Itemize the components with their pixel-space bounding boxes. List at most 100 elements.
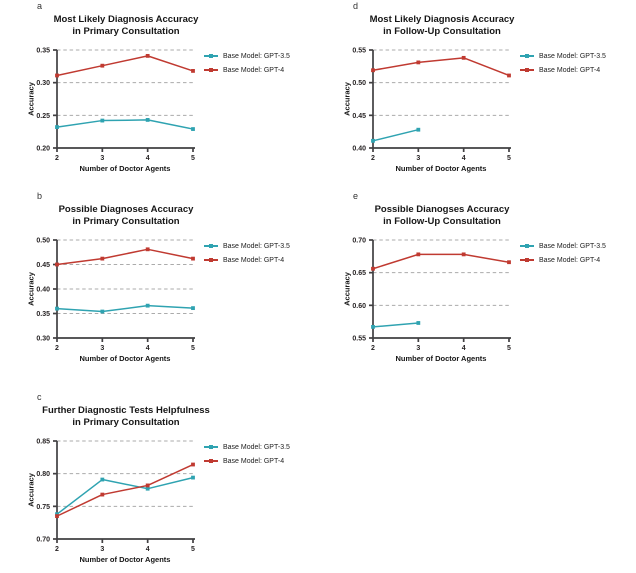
- legend-item-gpt4: Base Model: GPT-4: [204, 454, 290, 468]
- y-tick-label: 0.25: [36, 113, 50, 120]
- data-point-marker: [145, 486, 150, 491]
- x-tick-label: 2: [371, 155, 375, 162]
- legend-item-gpt35: Base Model: GPT-3.5: [520, 49, 606, 63]
- series-base-model-gpt-3.5: [371, 321, 421, 329]
- legend: Base Model: GPT-3.5 Base Model: GPT-4: [204, 239, 290, 267]
- y-tick-label: 0.45: [352, 113, 366, 120]
- x-axis-label: Number of Doctor Agents: [79, 354, 171, 363]
- legend-line-marker-icon: [204, 67, 218, 73]
- chart-title-line2: in Primary Consultation: [72, 417, 180, 428]
- series-base-model-gpt-4: [55, 247, 195, 267]
- data-point-marker: [416, 127, 421, 132]
- data-point-marker: [100, 118, 105, 123]
- legend-line-marker-icon: [204, 53, 218, 59]
- series-base-model-gpt-3.5: [55, 475, 195, 517]
- y-tick-label: 0.45: [36, 262, 50, 269]
- tick-labels: 0.55 0.60 0.65 0.70 2 3 4 5: [352, 238, 511, 353]
- gridlines: [373, 49, 511, 116]
- chart-title-line2: in Follow-Up Consultation: [383, 26, 501, 37]
- data-point-marker: [191, 69, 195, 73]
- x-tick-label: 2: [55, 546, 59, 553]
- x-tick-label: 3: [100, 546, 104, 553]
- series-base-model-gpt-3.5: [371, 127, 421, 143]
- chart-title: Possible Dianogses Accuracy in Follow-Up…: [344, 204, 540, 228]
- y-tick-label: 0.50: [352, 80, 366, 87]
- data-point-marker: [145, 53, 150, 58]
- panel-letter: e: [353, 191, 359, 201]
- data-point-marker: [100, 477, 105, 482]
- x-tick-label: 4: [146, 155, 150, 162]
- y-tick-label: 0.80: [36, 471, 50, 478]
- panel-e: e Possible Dianogses Accuracy in Follow-…: [316, 190, 632, 380]
- x-tick-label: 4: [146, 345, 150, 352]
- x-tick-label: 5: [191, 546, 195, 553]
- y-tick-label: 0.50: [36, 238, 50, 245]
- legend-label: Base Model: GPT-4: [539, 256, 601, 264]
- panel-c: c Further Diagnostic Tests Helpfulness i…: [0, 391, 316, 573]
- chart-canvas: 0.55 0.60 0.65 0.70 2 3 4 5: [352, 238, 511, 353]
- x-axis-label: Number of Doctor Agents: [79, 164, 171, 173]
- x-tick-label: 3: [416, 155, 420, 162]
- legend-label: Base Model: GPT-4: [223, 66, 285, 74]
- data-point-marker: [371, 68, 375, 73]
- legend-item-gpt4: Base Model: GPT-4: [204, 63, 290, 77]
- data-point-marker: [55, 514, 59, 519]
- legend-label: Base Model: GPT-3.5: [223, 52, 290, 60]
- axes: [53, 440, 195, 543]
- y-tick-label: 0.55: [352, 48, 366, 55]
- legend-label: Base Model: GPT-4: [223, 457, 285, 465]
- data-point-marker: [371, 266, 375, 271]
- y-tick-label: 0.65: [352, 270, 366, 277]
- x-tick-label: 3: [416, 345, 420, 352]
- chart-canvas: 0.70 0.75 0.80 0.85 2 3 4 5: [36, 439, 195, 554]
- x-axis-label: Number of Doctor Agents: [395, 354, 487, 363]
- x-tick-label: 5: [507, 155, 511, 162]
- series-base-model-gpt-4: [371, 55, 511, 78]
- data-point-marker: [55, 262, 59, 267]
- data-point-marker: [416, 60, 421, 65]
- y-tick-label: 0.60: [352, 303, 366, 310]
- chart-title-line1: Further Diagnostic Tests Helpfulness: [42, 405, 210, 416]
- chart-title-line2: in Primary Consultation: [72, 216, 180, 227]
- chart-canvas: 0.30 0.35 0.40 0.45 0.50 2 3 4 5: [36, 238, 195, 353]
- chart-title-line1: Possible Dianogses Accuracy: [374, 204, 510, 215]
- x-tick-label: 2: [55, 155, 59, 162]
- legend-line-marker-icon: [204, 257, 218, 263]
- data-point-marker: [55, 125, 59, 129]
- panel-a: a Most Likely Diagnosis Accuracy in Prim…: [0, 0, 316, 190]
- chart-title-line2: in Follow-Up Consultation: [383, 216, 501, 227]
- y-tick-label: 0.30: [36, 80, 50, 87]
- x-tick-label: 3: [100, 155, 104, 162]
- data-point-marker: [461, 55, 466, 60]
- tick-labels: 0.40 0.45 0.50 0.55 2 3 4 5: [352, 48, 511, 163]
- y-tick-label: 0.70: [36, 537, 50, 544]
- legend-line-marker-icon: [204, 458, 218, 464]
- data-point-marker: [145, 303, 150, 308]
- y-tick-label: 0.35: [36, 311, 50, 318]
- legend-item-gpt35: Base Model: GPT-3.5: [204, 440, 290, 454]
- series-base-model-gpt-4: [371, 252, 511, 271]
- y-tick-label: 0.40: [36, 287, 50, 294]
- x-tick-label: 5: [507, 345, 511, 352]
- chart-title: Further Diagnostic Tests Helpfulness in …: [28, 405, 224, 429]
- series-base-model-gpt-3.5: [55, 118, 195, 131]
- legend-label: Base Model: GPT-3.5: [539, 52, 606, 60]
- data-point-marker: [191, 256, 195, 261]
- data-point-marker: [55, 306, 59, 311]
- legend-line-marker-icon: [204, 243, 218, 249]
- y-tick-label: 0.30: [36, 336, 50, 343]
- data-point-marker: [507, 73, 511, 78]
- data-point-marker: [416, 252, 421, 257]
- legend-item-gpt35: Base Model: GPT-3.5: [204, 239, 290, 253]
- gridlines: [373, 239, 511, 306]
- legend-line-marker-icon: [204, 444, 218, 450]
- legend-item-gpt35: Base Model: GPT-3.5: [204, 49, 290, 63]
- legend-label: Base Model: GPT-3.5: [223, 443, 290, 451]
- x-axis-label: Number of Doctor Agents: [395, 164, 487, 173]
- chart-title: Possible Diagnoses Accuracy in Primary C…: [28, 204, 224, 228]
- series-base-model-gpt-4: [55, 462, 195, 519]
- chart-title: Most Likely Diagnosis Accuracy in Follow…: [344, 14, 540, 38]
- data-point-marker: [145, 118, 150, 122]
- data-point-marker: [191, 127, 195, 131]
- axes: [369, 239, 511, 342]
